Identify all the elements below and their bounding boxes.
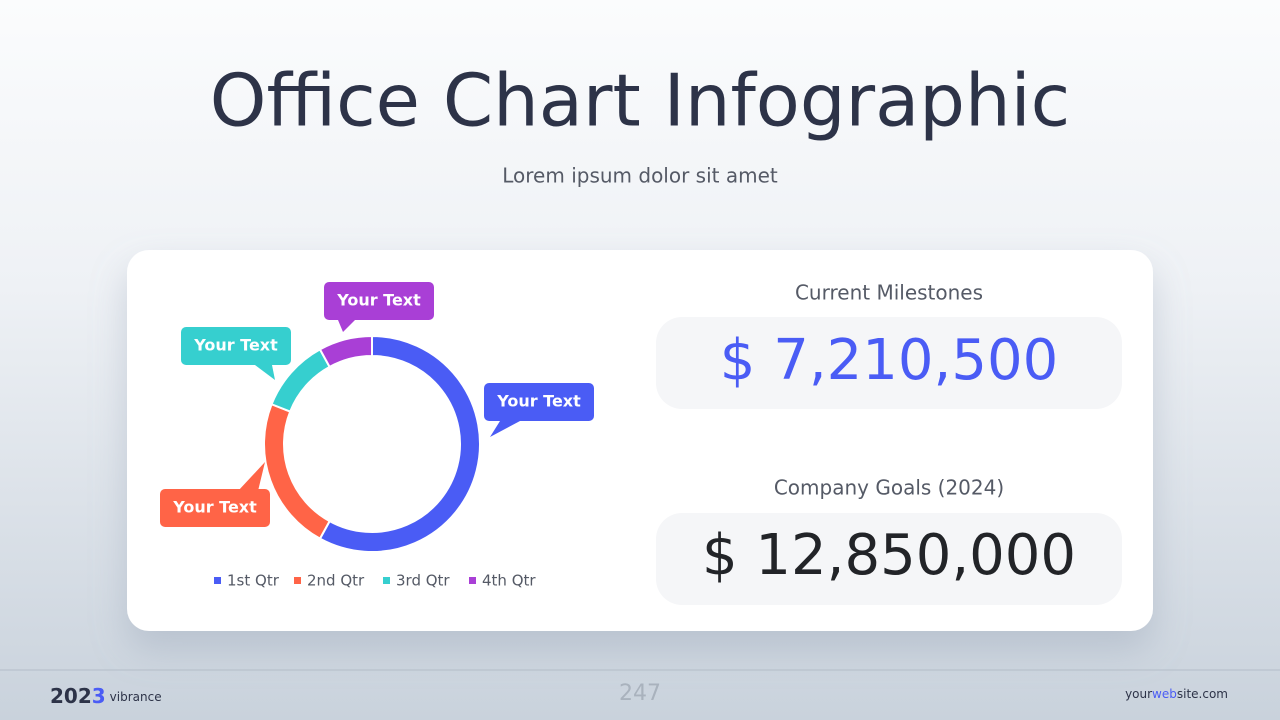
legend-label: 4th Qtr [482,572,536,590]
donut-segment [318,334,373,369]
callout-text: Your Text [496,392,581,411]
callout-box [484,383,594,421]
legend-label: 2nd Qtr [307,572,365,590]
legend-label: 1st Qtr [227,572,280,590]
legend-label: 3rd Qtr [396,572,450,590]
callout-box [160,489,270,527]
site-part: web [1152,687,1177,701]
callout-box [181,327,291,365]
brand-name: vibrance [110,690,162,704]
milestone-value: $ 7,210,500 [720,328,1058,393]
milestone-box [656,513,1122,605]
brand-year: 202 [50,684,92,708]
callout-box [324,282,434,320]
milestone-label: Company Goals (2024) [774,476,1004,500]
callout-text: Your Text [193,336,278,355]
website: yourwebsite.com [1125,687,1228,701]
milestone-box [656,317,1122,409]
title: Office Chart Infographic [210,59,1070,143]
callout-tail [490,421,520,437]
legend-marker [383,577,390,584]
site-part: your [1125,687,1152,701]
page-number: 247 [619,681,661,706]
site-part: site.com [1177,687,1228,701]
callout-text: Your Text [336,291,421,310]
brand-year-accent: 3 [92,684,106,708]
milestone-value: $ 12,850,000 [702,523,1076,588]
subtitle: Lorem ipsum dolor sit amet [502,164,778,188]
legend-marker [214,577,221,584]
footer-brand: 2023 vibrance [50,684,162,708]
legend-marker [469,577,476,584]
callout-tail [238,462,265,491]
callout-tail [338,320,355,332]
callout-text: Your Text [172,498,257,517]
legend-marker [294,577,301,584]
milestone-label: Current Milestones [795,281,983,305]
callout-tail [255,365,275,380]
donut-chart: Your Text Your Text Your Text Your Text 1st … [160,282,594,590]
